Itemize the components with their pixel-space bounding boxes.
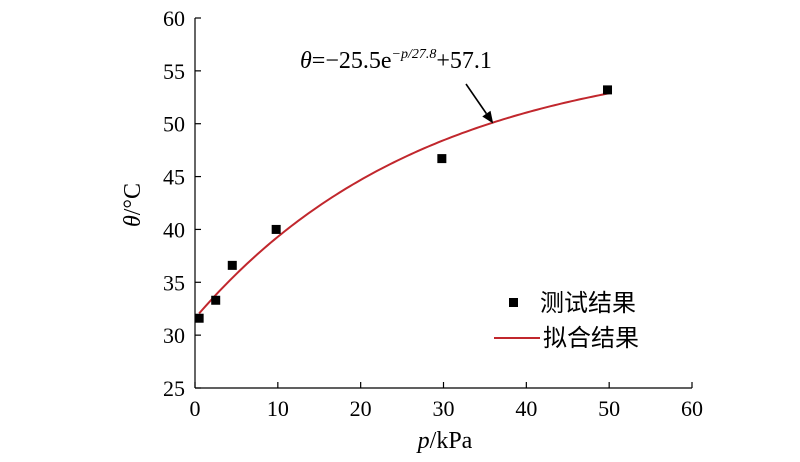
legend-label-line: 拟合结果: [543, 324, 639, 352]
y-tick-label: 60: [163, 6, 185, 31]
annotation-arrow: [465, 83, 488, 115]
y-tick-label: 30: [163, 323, 185, 348]
y-tick-label: 40: [163, 217, 185, 242]
x-tick-label: 20: [350, 396, 372, 421]
equation-annotation: θ=−25.5e−p/27.8+57.1: [300, 47, 494, 124]
legend: 测试结果 拟合结果: [494, 289, 639, 352]
x-tick-label: 60: [681, 396, 703, 421]
x-tick-label: 50: [598, 396, 620, 421]
annotation-arrowhead: [482, 110, 494, 124]
legend-marker-points: [509, 298, 518, 307]
x-axis-title: p/kPa: [416, 428, 473, 454]
x-axis-ticks: 0 10 20 30 40 50 60: [190, 382, 703, 421]
svg-text:θ=−25.5e−p/27.8+57.1: θ=−25.5e−p/27.8+57.1: [300, 47, 492, 74]
y-tick-label: 50: [163, 112, 185, 137]
legend-label-points: 测试结果: [540, 289, 636, 317]
data-point: [271, 224, 281, 234]
y-axis-title: θ/°C: [120, 183, 146, 227]
x-tick-label: 10: [267, 396, 289, 421]
y-tick-label: 45: [163, 165, 185, 190]
y-tick-label: 35: [163, 270, 185, 295]
y-tick-label: 25: [163, 376, 185, 401]
data-point: [437, 154, 447, 164]
data-points-layer: [194, 85, 613, 323]
y-tick-label: 55: [163, 59, 185, 84]
data-point: [227, 260, 237, 270]
fit-curve: [198, 92, 610, 315]
data-point: [211, 295, 221, 305]
x-tick-label: 40: [515, 396, 537, 421]
data-point: [194, 313, 204, 323]
fit-curve-layer: [198, 92, 610, 315]
data-point: [603, 85, 613, 95]
x-tick-label: 30: [433, 396, 455, 421]
y-axis-ticks: 25 30 35 40 45 50 55 60: [163, 6, 201, 401]
x-tick-label: 0: [190, 396, 201, 421]
